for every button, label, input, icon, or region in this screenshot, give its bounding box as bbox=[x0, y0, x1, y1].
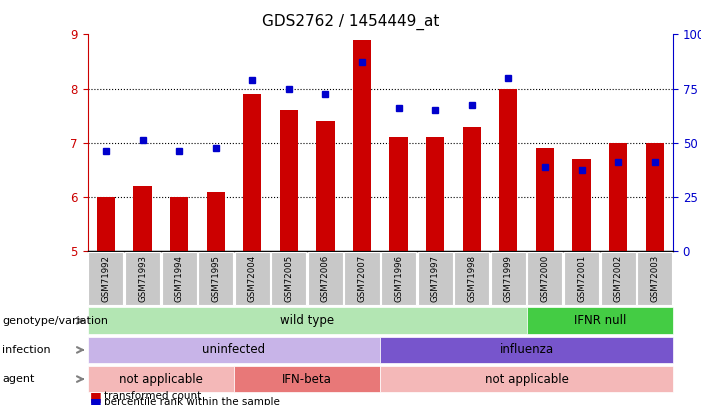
Bar bbox=[88, 366, 234, 392]
Text: GSM72007: GSM72007 bbox=[358, 255, 367, 302]
Text: GSM71996: GSM71996 bbox=[394, 255, 403, 302]
Bar bbox=[390, 137, 408, 251]
Text: percentile rank within the sample: percentile rank within the sample bbox=[104, 397, 280, 405]
Text: GSM72000: GSM72000 bbox=[540, 255, 550, 302]
FancyBboxPatch shape bbox=[418, 252, 453, 305]
Bar bbox=[426, 137, 444, 251]
Bar bbox=[170, 197, 189, 251]
Bar bbox=[646, 143, 664, 251]
Text: GSM71995: GSM71995 bbox=[211, 255, 220, 302]
Text: GSM71999: GSM71999 bbox=[504, 255, 513, 302]
Bar bbox=[536, 148, 554, 251]
Text: influenza: influenza bbox=[500, 343, 554, 356]
Text: ■: ■ bbox=[90, 390, 102, 403]
Bar bbox=[207, 192, 225, 251]
Bar bbox=[572, 159, 591, 251]
Text: uninfected: uninfected bbox=[203, 343, 266, 356]
Text: GSM71998: GSM71998 bbox=[468, 255, 476, 302]
Text: ■: ■ bbox=[90, 396, 102, 405]
FancyBboxPatch shape bbox=[271, 252, 306, 305]
Bar bbox=[234, 366, 380, 392]
FancyBboxPatch shape bbox=[454, 252, 489, 305]
Bar bbox=[353, 40, 371, 251]
FancyBboxPatch shape bbox=[308, 252, 343, 305]
Text: GSM72004: GSM72004 bbox=[247, 255, 257, 302]
Bar bbox=[381, 366, 673, 392]
Text: GSM71997: GSM71997 bbox=[430, 255, 440, 302]
FancyBboxPatch shape bbox=[527, 252, 562, 305]
Text: IFN-beta: IFN-beta bbox=[283, 373, 332, 386]
FancyBboxPatch shape bbox=[235, 252, 270, 305]
FancyBboxPatch shape bbox=[198, 252, 233, 305]
Text: infection: infection bbox=[2, 345, 50, 355]
Bar bbox=[133, 186, 151, 251]
FancyBboxPatch shape bbox=[637, 252, 672, 305]
Bar bbox=[316, 121, 334, 251]
Bar bbox=[88, 307, 526, 334]
Bar bbox=[280, 110, 298, 251]
Text: GSM71994: GSM71994 bbox=[175, 255, 184, 302]
Text: genotype/variation: genotype/variation bbox=[2, 316, 108, 326]
Bar bbox=[526, 307, 673, 334]
Text: GDS2762 / 1454449_at: GDS2762 / 1454449_at bbox=[261, 14, 440, 30]
Text: wild type: wild type bbox=[280, 314, 334, 327]
FancyBboxPatch shape bbox=[491, 252, 526, 305]
Text: agent: agent bbox=[2, 374, 34, 384]
Bar bbox=[381, 337, 673, 363]
Text: transformed count: transformed count bbox=[104, 391, 201, 401]
Bar bbox=[88, 337, 380, 363]
Text: GSM72006: GSM72006 bbox=[321, 255, 330, 302]
Text: GSM71993: GSM71993 bbox=[138, 255, 147, 302]
Text: GSM72003: GSM72003 bbox=[650, 255, 659, 302]
Text: GSM72001: GSM72001 bbox=[577, 255, 586, 302]
FancyBboxPatch shape bbox=[601, 252, 636, 305]
Text: not applicable: not applicable bbox=[484, 373, 569, 386]
Bar bbox=[609, 143, 627, 251]
Text: GSM71992: GSM71992 bbox=[102, 255, 111, 302]
Text: IFNR null: IFNR null bbox=[573, 314, 626, 327]
Text: GSM72005: GSM72005 bbox=[285, 255, 293, 302]
Bar bbox=[463, 126, 481, 251]
FancyBboxPatch shape bbox=[88, 252, 123, 305]
FancyBboxPatch shape bbox=[381, 252, 416, 305]
Bar bbox=[243, 94, 261, 251]
Text: GSM72002: GSM72002 bbox=[613, 255, 622, 302]
Text: not applicable: not applicable bbox=[119, 373, 203, 386]
FancyBboxPatch shape bbox=[564, 252, 599, 305]
Bar bbox=[499, 89, 517, 251]
FancyBboxPatch shape bbox=[125, 252, 160, 305]
FancyBboxPatch shape bbox=[161, 252, 197, 305]
FancyBboxPatch shape bbox=[344, 252, 379, 305]
Bar bbox=[97, 197, 115, 251]
